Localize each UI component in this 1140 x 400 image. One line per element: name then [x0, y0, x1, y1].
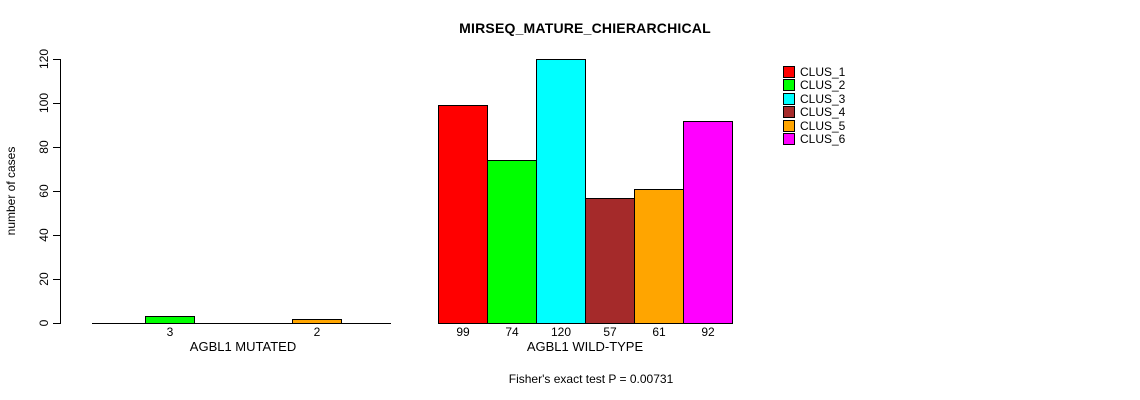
bar-value-label: 2 [313, 325, 321, 339]
legend-label-clus_5: CLUS_5 [800, 119, 846, 133]
bar-clus_4 [585, 198, 635, 324]
legend-swatch-clus_2 [783, 79, 795, 91]
bar-value-label: 3 [166, 325, 174, 339]
bar-value-label: 120 [550, 325, 572, 339]
x-axis-line [92, 323, 391, 324]
legend-label-clus_1: CLUS_1 [800, 65, 846, 79]
y-tick-label: 80 [37, 140, 51, 154]
bar-clus_5 [634, 189, 684, 324]
legend-swatch-clus_3 [783, 93, 795, 105]
legend-label-clus_2: CLUS_2 [800, 78, 846, 92]
bar-clus_3 [536, 59, 586, 324]
legend-label-clus_4: CLUS_4 [800, 105, 846, 119]
bar-value-label: 92 [701, 325, 715, 339]
bar-value-label: 99 [456, 325, 470, 339]
group-label-1: AGBL1 WILD-TYPE [526, 339, 644, 354]
y-tick [53, 323, 60, 324]
group-label-0: AGBL1 MUTATED [189, 339, 297, 354]
legend-label-clus_3: CLUS_3 [800, 92, 846, 106]
y-tick-label: 0 [37, 319, 51, 327]
bar-value-label: 57 [603, 325, 617, 339]
legend-swatch-clus_4 [783, 106, 795, 118]
y-tick [53, 235, 60, 236]
y-tick [53, 147, 60, 148]
legend-swatch-clus_6 [783, 133, 795, 145]
bar-clus_1 [438, 105, 488, 324]
bar-clus_2 [487, 160, 537, 324]
y-axis-title: number of cases [4, 146, 18, 236]
y-tick-label: 100 [37, 92, 51, 114]
y-tick-label: 60 [37, 184, 51, 198]
y-tick-label: 40 [37, 228, 51, 242]
fisher-test-annotation: Fisher's exact test P = 0.00731 [508, 372, 674, 386]
y-tick [53, 103, 60, 104]
bar-clus_6 [683, 121, 733, 324]
chart-title: MIRSEQ_MATURE_CHIERARCHICAL [459, 20, 711, 36]
bar-value-label: 61 [652, 325, 666, 339]
y-tick [53, 279, 60, 280]
bar-clus_2 [145, 316, 195, 324]
bar-clus_5 [292, 319, 342, 324]
legend-label-clus_6: CLUS_6 [800, 132, 846, 146]
legend-swatch-clus_5 [783, 120, 795, 132]
y-tick-label: 120 [37, 48, 51, 70]
legend-swatch-clus_1 [783, 66, 795, 78]
bar-value-label: 74 [505, 325, 519, 339]
y-tick-label: 20 [37, 272, 51, 286]
y-axis-line [60, 59, 61, 324]
y-tick [53, 191, 60, 192]
y-tick [53, 59, 60, 60]
